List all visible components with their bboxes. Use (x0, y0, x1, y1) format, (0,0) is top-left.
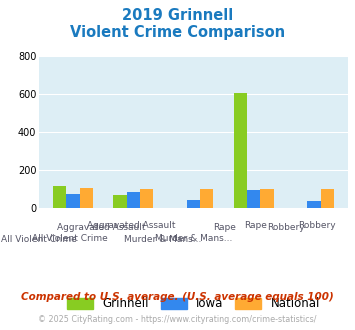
Bar (247, 190, 260, 208)
Text: Compared to U.S. average. (U.S. average equals 100): Compared to U.S. average. (U.S. average … (21, 292, 334, 302)
Bar (140, 189, 153, 208)
Bar (321, 189, 334, 208)
Bar (234, 93, 247, 208)
Text: All Violent Crime: All Violent Crime (32, 234, 108, 243)
Text: Murder & Mans...: Murder & Mans... (155, 234, 232, 243)
Text: Aggravated Assault: Aggravated Assault (87, 221, 176, 230)
Text: © 2025 CityRating.com - https://www.cityrating.com/crime-statistics/: © 2025 CityRating.com - https://www.city… (38, 315, 317, 324)
Text: Rape: Rape (244, 221, 267, 230)
Bar (127, 192, 140, 208)
Text: Rape: Rape (213, 223, 236, 232)
Bar (200, 189, 213, 208)
Text: All Violent Crime: All Violent Crime (1, 235, 77, 244)
Bar (53, 185, 66, 208)
Text: Robbery: Robbery (298, 221, 336, 230)
Bar (80, 188, 93, 208)
Bar (187, 200, 200, 208)
Text: Aggravated Assault: Aggravated Assault (56, 223, 145, 232)
Text: Violent Crime Comparison: Violent Crime Comparison (70, 25, 285, 40)
Bar (307, 201, 321, 208)
Text: 2019 Grinnell: 2019 Grinnell (122, 8, 233, 23)
Legend: Grinnell, Iowa, National: Grinnell, Iowa, National (62, 293, 325, 315)
Bar (66, 194, 80, 208)
Bar (113, 195, 127, 208)
Text: Murder & Mans...: Murder & Mans... (124, 235, 201, 244)
Bar (260, 189, 274, 208)
Text: Robbery: Robbery (267, 223, 305, 232)
